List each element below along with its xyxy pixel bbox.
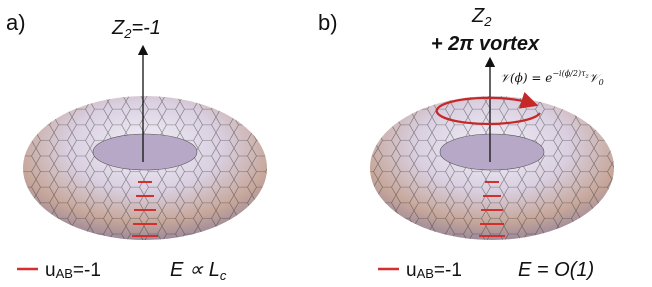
figure: a) Z2=-1 uAB=-1 E ∝ Lc b) Z2 + 2π vortex… [0, 0, 652, 287]
axis-label: Z2=-1 [111, 17, 161, 41]
torus-hole [93, 134, 197, 170]
panel-label: a) [6, 10, 26, 35]
energy-label: E = O(1) [518, 259, 594, 281]
formula: 𝒱(ϕ) = e−i(ϕ/2)τz𝒱0 [500, 69, 604, 87]
legend-label: uAB=-1 [406, 260, 462, 281]
energy-label: E ∝ Lc [170, 259, 227, 283]
torus-hole [440, 134, 544, 170]
legend-label: uAB=-1 [45, 260, 101, 281]
panel-b: b) Z2 + 2π vortex 𝒱(ϕ) = e−i(ϕ/2)τz𝒱0 uA… [318, 5, 614, 281]
panel-label: b) [318, 10, 338, 35]
panel-a: a) Z2=-1 uAB=-1 E ∝ Lc [6, 10, 267, 283]
vortex-label: + 2π vortex [431, 33, 540, 55]
axis-label: Z2 [471, 5, 492, 29]
